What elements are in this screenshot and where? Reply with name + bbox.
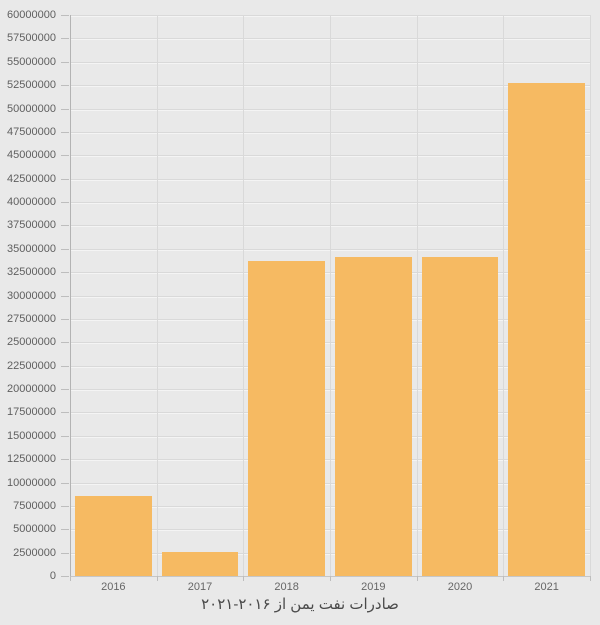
y-tick-label: 42500000: [7, 172, 56, 185]
y-tick-mark: [61, 482, 69, 484]
y-tick-mark: [61, 272, 69, 274]
bar-2017: [161, 551, 239, 576]
y-tick-mark: [61, 342, 69, 344]
y-tick-label: 60000000: [7, 9, 56, 21]
y-tick-label: 47500000: [7, 125, 56, 138]
y-tick-mark: [61, 365, 69, 367]
y-tick-mark: [61, 248, 69, 250]
category-grid-line: [243, 15, 244, 576]
y-tick-label: 17500000: [7, 406, 56, 419]
x-tick-label: 2016: [101, 581, 126, 593]
y-tick-label: 45000000: [7, 149, 56, 162]
y-tick-mark: [61, 155, 69, 157]
x-tick-mark: [503, 576, 504, 581]
y-tick-mark: [61, 529, 69, 531]
y-tick-label: 10000000: [7, 476, 56, 489]
y-tick-mark: [61, 108, 69, 110]
y-tick-label: 15000000: [7, 429, 56, 442]
y-tick-mark: [61, 412, 69, 414]
y-tick-label: 20000000: [7, 383, 56, 395]
y-tick-label: 37500000: [7, 219, 56, 232]
y-tick-label: 50000000: [7, 102, 56, 115]
y-tick-mark: [61, 178, 69, 180]
x-tick-mark: [417, 576, 418, 581]
y-tick-label: 52500000: [7, 79, 56, 92]
bar-2016: [75, 495, 152, 576]
y-tick-label: 22500000: [7, 359, 56, 372]
y-tick-mark: [61, 202, 69, 203]
y-tick-label: 57500000: [7, 32, 56, 45]
x-tick-label: 2021: [534, 581, 559, 593]
y-tick-label: 25000000: [7, 336, 56, 349]
x-tick-label: 2017: [187, 581, 213, 593]
category-grid-line: [590, 15, 591, 576]
x-tick-label: 2020: [447, 581, 473, 593]
x-tick-mark: [330, 576, 331, 581]
y-tick-label: 5000000: [13, 523, 56, 536]
y-tick-mark: [61, 435, 69, 437]
y-tick-mark: [61, 295, 69, 297]
y-tick-label: 7500000: [13, 499, 56, 512]
y-tick-label: 35000000: [7, 242, 56, 255]
y-tick-mark: [61, 389, 69, 390]
y-tick-mark: [61, 38, 69, 40]
category-grid-line: [330, 15, 331, 576]
bar-2020: [421, 257, 499, 576]
y-tick-mark: [61, 318, 69, 320]
y-tick-mark: [61, 459, 69, 461]
y-tick-mark: [61, 131, 69, 133]
y-tick-label: 12500000: [7, 453, 56, 466]
bar-2018: [248, 260, 325, 576]
x-tick-label: 2019: [361, 581, 386, 593]
y-tick-label: 30000000: [7, 289, 56, 302]
y-tick-mark: [61, 505, 69, 507]
y-tick-mark: [61, 15, 69, 16]
x-tick-mark: [590, 576, 591, 581]
x-tick-mark: [70, 576, 71, 581]
y-tick-mark: [61, 552, 69, 554]
y-tick-label: 27500000: [7, 312, 56, 325]
y-axis-line: [70, 15, 71, 576]
y-tick-label: 32500000: [7, 266, 56, 279]
x-tick-mark: [243, 576, 244, 581]
bar-2019: [335, 256, 412, 576]
y-tick-mark: [61, 576, 69, 577]
y-tick-label: 0: [49, 570, 56, 582]
y-tick-mark: [61, 85, 69, 87]
chart-title: صادرات نفت یمن از ۲۰۱۶-۲۰۲۱: [201, 596, 399, 613]
y-tick-label: 55000000: [7, 55, 56, 68]
x-tick-mark: [157, 576, 158, 581]
category-grid-line: [157, 15, 158, 576]
x-tick-label: 2018: [274, 581, 299, 593]
y-tick-label: 2500000: [13, 546, 56, 559]
y-tick-label: 40000000: [7, 196, 56, 208]
bar-2021: [508, 83, 585, 576]
y-tick-mark: [61, 61, 69, 63]
y-tick-mark: [61, 225, 69, 227]
category-grid-line: [503, 15, 504, 576]
category-grid-line: [417, 15, 418, 576]
